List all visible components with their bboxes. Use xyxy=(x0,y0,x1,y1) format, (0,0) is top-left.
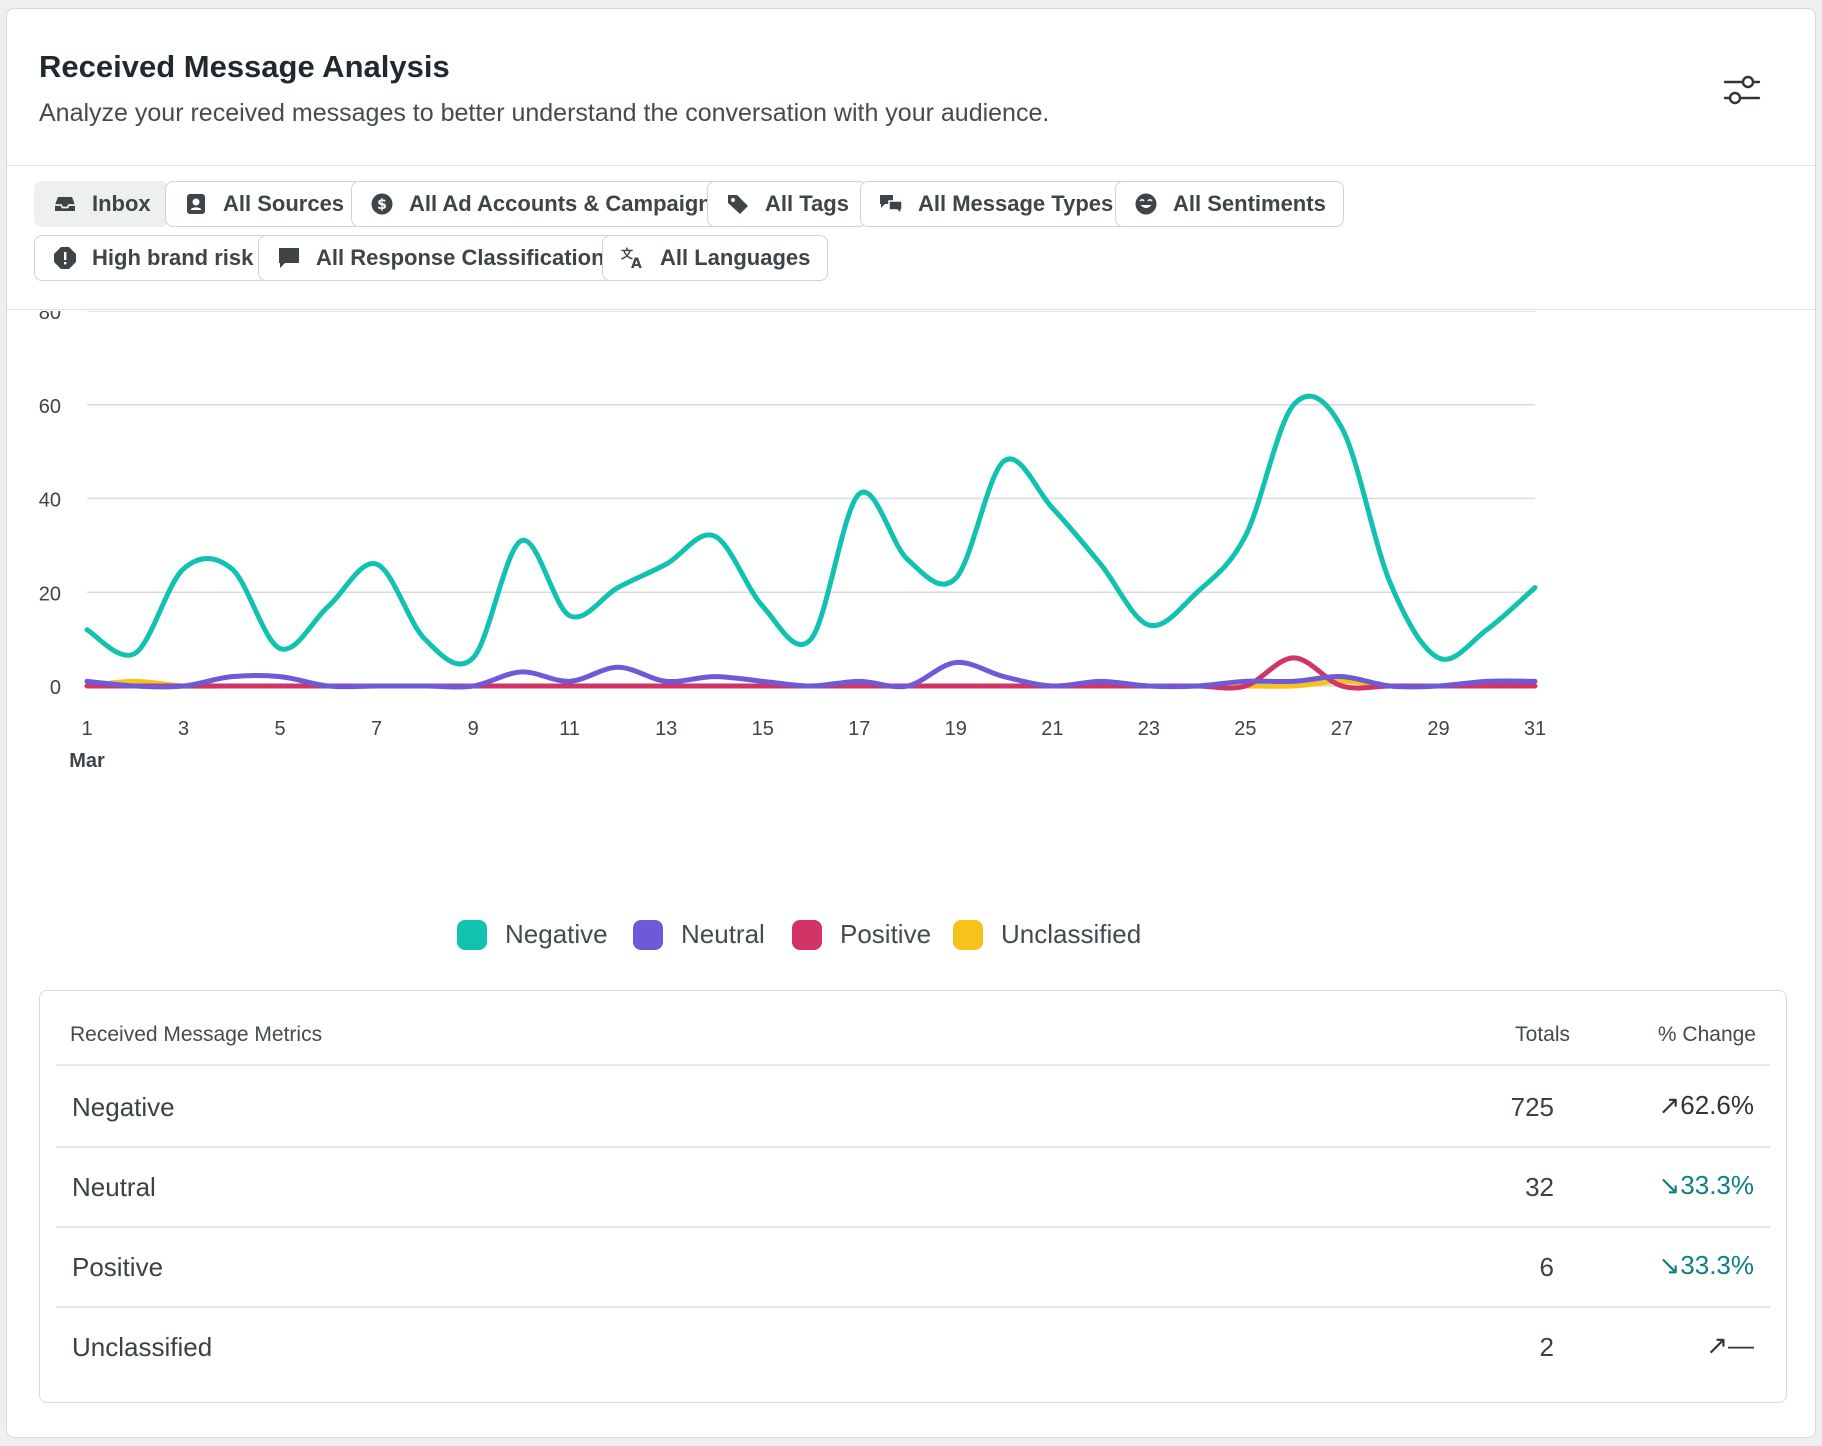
legend-item-positive[interactable]: Positive xyxy=(792,919,931,950)
metric-total: 725 xyxy=(1510,1092,1554,1122)
x-tick-label: 31 xyxy=(1524,718,1546,740)
x-tick-label: 23 xyxy=(1138,718,1160,740)
inbox-icon xyxy=(55,197,75,211)
legend-item-unclassified[interactable]: Unclassified xyxy=(953,919,1141,950)
legend-swatch xyxy=(792,919,822,950)
y-tick-label: 60 xyxy=(39,396,61,418)
metrics-header-totals: Totals xyxy=(1515,1023,1570,1046)
filter-tags[interactable]: All Tags xyxy=(707,181,867,227)
legend-item-neutral[interactable]: Neutral xyxy=(633,919,765,950)
x-tick-label: 27 xyxy=(1331,718,1353,740)
x-tick-label: 17 xyxy=(848,718,870,740)
legend-label: Neutral xyxy=(681,919,765,949)
svg-text:A: A xyxy=(631,256,642,271)
x-tick-label: 21 xyxy=(1041,718,1063,740)
smiley-icon xyxy=(1135,193,1157,215)
y-tick-label: 0 xyxy=(50,677,61,699)
filter-label: Inbox xyxy=(92,191,151,216)
legend-swatch xyxy=(633,919,663,950)
x-tick-label: 7 xyxy=(371,718,382,740)
x-tick-label: 9 xyxy=(468,718,479,740)
x-tick-label: 15 xyxy=(752,718,774,740)
filter-brand-risk[interactable]: High brand risk xyxy=(34,235,272,281)
chart-legend: Negative Neutral Positive Unclassified xyxy=(7,917,1815,967)
warning-icon xyxy=(54,247,76,269)
chat-bubbles-icon xyxy=(880,195,903,216)
metric-change: ↗— xyxy=(1706,1330,1754,1360)
x-tick-label: 5 xyxy=(275,718,286,740)
filter-message-types[interactable]: All Message Types xyxy=(860,181,1132,227)
x-tick-label: 1 xyxy=(81,718,92,740)
metric-change: ↗62.6% xyxy=(1658,1090,1754,1120)
translate-icon: 文A xyxy=(621,246,642,271)
legend-label: Unclassified xyxy=(1001,919,1142,949)
page-title: Received Message Analysis xyxy=(39,49,450,84)
metrics-row-positive: Positive 6 ↘33.3% xyxy=(56,1228,1770,1308)
metric-label: Neutral xyxy=(72,1172,156,1202)
metric-label: Positive xyxy=(72,1252,164,1282)
filter-inbox[interactable]: Inbox xyxy=(34,181,169,227)
card-header: Received Message Analysis Analyze your r… xyxy=(7,9,1815,166)
filter-ad-accounts[interactable]: $ All Ad Accounts & Campaigns xyxy=(351,181,742,227)
metrics-row-negative: Negative 725 ↗62.6% xyxy=(56,1068,1770,1148)
metric-change: ↘33.3% xyxy=(1658,1170,1754,1200)
x-tick-label: 3 xyxy=(178,718,189,740)
metrics-header-row: Received Message Metrics Totals % Change xyxy=(56,991,1770,1066)
dollar-icon: $ xyxy=(371,193,393,215)
legend-swatch xyxy=(457,919,487,950)
comment-icon xyxy=(279,248,299,268)
metric-change: ↘33.3% xyxy=(1658,1250,1754,1280)
metric-total: 2 xyxy=(1539,1332,1554,1362)
page-subtitle: Analyze your received messages to better… xyxy=(39,99,1050,127)
y-tick-label: 40 xyxy=(39,490,61,512)
filter-label: All Ad Accounts & Campaigns xyxy=(409,191,724,216)
filter-response-classifications[interactable]: All Response Classifications xyxy=(258,235,635,281)
filter-sources[interactable]: All Sources xyxy=(165,181,363,227)
y-tick-label: 80 xyxy=(39,311,61,324)
legend-label: Positive xyxy=(840,919,932,949)
metric-label: Negative xyxy=(72,1092,175,1122)
legend-swatch xyxy=(953,919,983,950)
y-tick-label: 20 xyxy=(39,583,61,605)
filter-bar: Inbox All Sources $ All Ad Accounts & Ca… xyxy=(7,166,1815,310)
legend-label: Negative xyxy=(505,919,608,949)
x-tick-label: 11 xyxy=(559,718,580,740)
filter-label: All Tags xyxy=(765,191,849,216)
metrics-header-label: Received Message Metrics xyxy=(70,1023,323,1046)
filter-label: All Sources xyxy=(223,191,345,216)
filter-label: All Sentiments xyxy=(1173,191,1326,216)
legend-item-negative[interactable]: Negative xyxy=(457,919,608,950)
svg-text:文: 文 xyxy=(621,246,634,261)
filter-label: High brand risk xyxy=(92,245,254,270)
metrics-row-unclassified: Unclassified 2 ↗— xyxy=(56,1308,1770,1388)
filter-settings-button[interactable] xyxy=(1721,69,1763,111)
svg-text:$: $ xyxy=(377,197,387,213)
metric-label: Unclassified xyxy=(72,1332,213,1362)
series-line-neutral xyxy=(84,660,1538,690)
tag-icon xyxy=(728,195,748,214)
metric-total: 6 xyxy=(1539,1252,1554,1282)
metrics-row-neutral: Neutral 32 ↘33.3% xyxy=(56,1148,1770,1228)
series-line-negative xyxy=(84,393,1538,667)
sliders-icon xyxy=(1723,75,1761,105)
metric-total: 32 xyxy=(1525,1172,1554,1202)
x-tick-label: 25 xyxy=(1234,718,1256,740)
filter-sentiments[interactable]: All Sentiments xyxy=(1115,181,1344,227)
x-tick-label: 13 xyxy=(655,718,677,740)
message-analysis-card: Received Message Analysis Analyze your r… xyxy=(6,8,1816,1438)
metrics-header-change: % Change xyxy=(1657,1023,1756,1046)
filter-label: All Response Classifications xyxy=(316,245,617,270)
metrics-table: Received Message Metrics Totals % Change… xyxy=(39,990,1787,1403)
x-axis-month-label: Mar xyxy=(69,750,105,772)
contact-card-icon xyxy=(187,194,205,214)
filter-label: All Languages xyxy=(660,245,811,270)
filter-label: All Message Types xyxy=(918,191,1114,216)
x-tick-label: 19 xyxy=(945,718,967,740)
x-tick-label: 29 xyxy=(1427,718,1449,740)
